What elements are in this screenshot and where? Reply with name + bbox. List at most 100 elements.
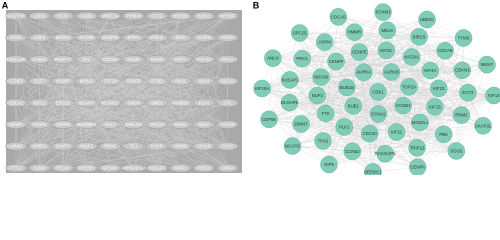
edge [109, 81, 228, 169]
node-label: E2F7 [34, 79, 45, 84]
node [75, 142, 98, 151]
node-label: RAD51AP1 [5, 57, 27, 62]
node [377, 41, 396, 60]
node [280, 93, 299, 112]
node-label: MYO1F [220, 13, 235, 18]
edge [354, 32, 464, 39]
node [75, 163, 98, 173]
node-label: AURKA [356, 70, 371, 75]
node-label: CDCA8 [438, 48, 453, 53]
node-label: PRC1 [296, 56, 308, 61]
edge [299, 32, 392, 73]
edge [15, 37, 64, 103]
node [343, 142, 362, 161]
node-label: RFC4 [222, 57, 234, 62]
node [169, 11, 192, 21]
node-label: TK1 [130, 144, 138, 149]
node [122, 76, 145, 86]
node-label: BRIP1 [127, 35, 140, 40]
edge [203, 37, 228, 82]
node-label: CENPU [9, 122, 24, 127]
edge [322, 134, 444, 142]
node-label: CKS1B [197, 144, 211, 149]
edge [39, 15, 64, 60]
node-label: SMC4 [128, 100, 140, 105]
node-label: OIP5 [324, 162, 334, 167]
edge [299, 32, 355, 34]
edge [109, 146, 181, 169]
node-label: TACC3 [221, 122, 235, 127]
node-label: CHEK1 [33, 57, 48, 62]
node-label: CCT2 [152, 13, 164, 18]
node-label: TROAP [56, 165, 71, 170]
node-label: DBF4 [222, 165, 233, 170]
node-label: SPC25 [293, 30, 307, 35]
edge [328, 32, 355, 165]
node-label: HJURP [56, 79, 70, 84]
node [99, 11, 121, 21]
node [345, 23, 364, 41]
node [316, 104, 335, 123]
node [169, 120, 192, 129]
node [5, 98, 27, 108]
node-label: MAD2L1 [412, 120, 429, 125]
node-label: KIF11 [391, 129, 403, 134]
node-label: TYMS [458, 35, 470, 40]
edge [302, 19, 428, 59]
node-label: NDC80 [314, 75, 329, 80]
node-label: ESCO2 [56, 100, 71, 105]
node [312, 68, 330, 86]
node [418, 10, 436, 29]
node-label: TTK [322, 111, 330, 116]
node [421, 61, 440, 80]
node-label: TRIP13 [410, 145, 425, 150]
node [378, 21, 397, 40]
node-label: LRRC14 [102, 13, 119, 18]
edge [86, 102, 205, 147]
edge [39, 37, 64, 125]
node-label: HMMR [348, 30, 361, 35]
node-label: DHFR [151, 144, 163, 149]
node [193, 55, 215, 64]
node [394, 96, 412, 115]
edge [378, 92, 468, 115]
node [5, 55, 27, 64]
node-label: TOP2A [402, 84, 416, 89]
node [5, 33, 27, 42]
node [75, 55, 98, 64]
node-label: MCM10 [56, 35, 71, 40]
node-label: UHRF1 [33, 144, 48, 149]
node [146, 98, 168, 108]
node-label: FANCI [221, 35, 233, 40]
edge [272, 58, 457, 152]
node-label: GINS2 [80, 13, 93, 18]
node-label: ZWILCH [125, 122, 141, 127]
edge [338, 16, 464, 39]
node [474, 117, 492, 135]
node-label: CENPW [102, 35, 118, 40]
edge [109, 37, 181, 82]
node [292, 115, 310, 133]
node [146, 55, 168, 64]
node [146, 142, 168, 151]
node [447, 142, 466, 160]
edge [417, 95, 494, 148]
node-label: CDC20 [363, 131, 378, 136]
edge [15, 37, 40, 125]
node [376, 145, 394, 163]
edge [262, 88, 484, 126]
node-label: NEK2 [199, 122, 211, 127]
node [52, 120, 74, 129]
node [99, 76, 121, 86]
edge [86, 124, 205, 169]
node [5, 76, 27, 86]
node [387, 123, 406, 141]
node [426, 98, 444, 116]
node-label: KIF18B [80, 35, 94, 40]
node-label: MYBL2 [80, 79, 94, 84]
node [216, 55, 239, 64]
edge [302, 50, 387, 59]
node-label: NCAPH [79, 100, 94, 105]
node-label: CDC6 [34, 35, 46, 40]
node-label: MCM4 [151, 57, 164, 62]
